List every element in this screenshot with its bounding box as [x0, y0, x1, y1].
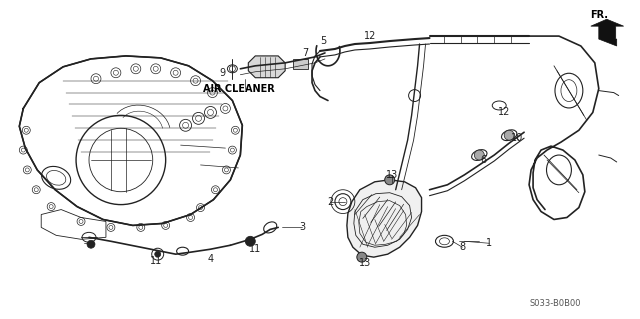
Polygon shape	[347, 180, 422, 257]
Text: S033-B0B00: S033-B0B00	[529, 299, 580, 308]
Circle shape	[504, 130, 514, 140]
Text: 3: 3	[299, 222, 305, 233]
Circle shape	[155, 251, 161, 257]
Text: 7: 7	[302, 48, 308, 58]
Polygon shape	[591, 19, 623, 46]
Polygon shape	[248, 56, 285, 78]
Text: 9: 9	[220, 68, 225, 78]
Text: 13: 13	[385, 170, 398, 180]
Text: AIR CLEANER: AIR CLEANER	[202, 84, 275, 93]
Circle shape	[385, 175, 395, 185]
Circle shape	[474, 150, 484, 160]
Text: 13: 13	[358, 258, 371, 268]
Text: FR.: FR.	[590, 10, 608, 20]
Text: 12: 12	[498, 108, 510, 117]
Text: 4: 4	[207, 254, 214, 264]
Text: 1: 1	[486, 238, 492, 248]
Circle shape	[357, 252, 367, 262]
Text: 10: 10	[511, 133, 524, 143]
Text: 6: 6	[480, 155, 486, 165]
Text: 5: 5	[320, 36, 326, 46]
Text: 11: 11	[249, 244, 261, 254]
Circle shape	[87, 240, 95, 248]
Text: 2: 2	[327, 197, 333, 207]
Circle shape	[245, 236, 255, 246]
Text: 12: 12	[364, 31, 376, 41]
Text: 8: 8	[460, 242, 465, 252]
Polygon shape	[293, 59, 308, 69]
Text: 11: 11	[150, 256, 162, 266]
